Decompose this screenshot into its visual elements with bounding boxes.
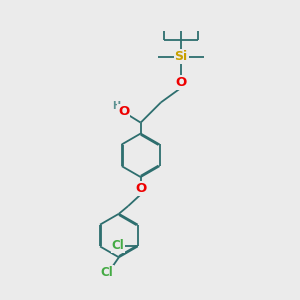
Text: O: O	[176, 76, 187, 89]
Text: H: H	[112, 101, 120, 111]
Text: Si: Si	[175, 50, 188, 63]
Text: Cl: Cl	[100, 266, 113, 279]
Text: O: O	[118, 105, 129, 118]
Text: Cl: Cl	[112, 239, 124, 252]
Text: O: O	[135, 182, 146, 195]
